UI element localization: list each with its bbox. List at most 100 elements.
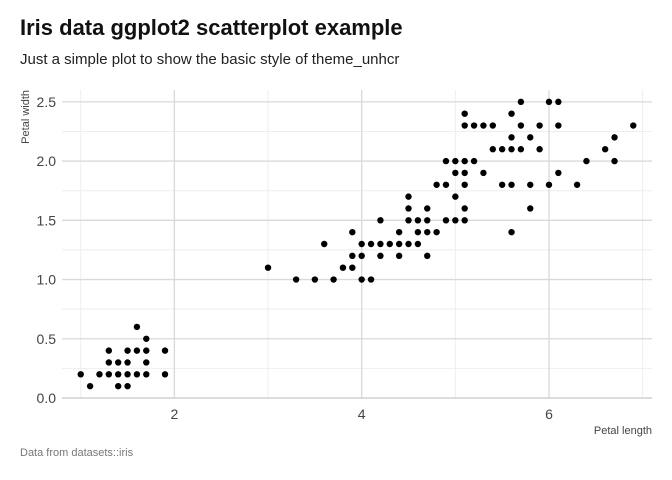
data-point bbox=[414, 240, 422, 248]
data-point bbox=[133, 347, 141, 354]
y-tick-labels: 0.0 0.5 1.0 1.5 2.0 2.5 bbox=[37, 94, 57, 406]
data-point bbox=[264, 264, 272, 271]
data-point bbox=[461, 181, 468, 188]
data-point bbox=[143, 347, 150, 354]
data-point bbox=[452, 157, 459, 165]
data-point bbox=[367, 240, 375, 248]
data-point bbox=[545, 181, 553, 188]
data-point bbox=[442, 181, 450, 188]
data-point bbox=[461, 169, 468, 177]
data-point bbox=[480, 122, 487, 129]
data-point bbox=[583, 157, 590, 165]
data-point bbox=[349, 252, 356, 260]
data-point bbox=[133, 323, 141, 331]
x-axis-title: Petal length bbox=[594, 425, 652, 437]
x-tick-label: 4 bbox=[358, 406, 366, 422]
data-point bbox=[377, 252, 384, 260]
data-point bbox=[630, 122, 637, 129]
data-point bbox=[414, 217, 422, 224]
data-point bbox=[358, 252, 365, 260]
x-tick-labels: 2 4 6 bbox=[170, 406, 553, 422]
data-point bbox=[161, 347, 169, 354]
y-tick-label: 2.5 bbox=[37, 94, 57, 110]
data-point bbox=[114, 359, 122, 366]
data-point bbox=[86, 382, 94, 390]
data-point bbox=[536, 122, 543, 129]
data-point bbox=[311, 276, 319, 283]
scatter-plot: 2 4 6 0.0 0.5 1.0 1.5 2.0 2.5 Petal length Peta… bbox=[20, 90, 652, 437]
data-point bbox=[601, 146, 609, 153]
data-point bbox=[461, 110, 468, 117]
data-point bbox=[461, 157, 468, 165]
data-point bbox=[124, 359, 131, 366]
data-point bbox=[611, 157, 618, 165]
y-tick-label: 0.0 bbox=[37, 390, 57, 406]
data-point bbox=[386, 240, 393, 248]
data-point bbox=[405, 205, 412, 212]
data-point bbox=[498, 181, 506, 188]
data-point bbox=[545, 98, 553, 106]
data-point bbox=[442, 157, 450, 165]
data-point bbox=[508, 228, 515, 236]
data-point bbox=[339, 264, 347, 271]
data-point bbox=[470, 157, 478, 165]
data-point bbox=[433, 181, 440, 188]
data-point bbox=[349, 264, 356, 271]
data-point bbox=[124, 371, 131, 378]
data-point bbox=[133, 371, 141, 378]
data-point bbox=[424, 217, 431, 224]
data-point bbox=[452, 217, 459, 224]
data-point bbox=[424, 252, 431, 260]
data-point bbox=[349, 228, 356, 236]
data-point bbox=[377, 240, 384, 248]
data-point bbox=[508, 110, 515, 117]
chart-caption: Data from datasets::iris bbox=[20, 447, 134, 459]
y-tick-label: 2.0 bbox=[37, 153, 57, 169]
data-point bbox=[517, 98, 525, 106]
data-point bbox=[527, 134, 534, 141]
data-point bbox=[517, 146, 525, 153]
data-point bbox=[395, 240, 403, 248]
data-points bbox=[77, 98, 637, 390]
data-point bbox=[527, 181, 534, 188]
data-point bbox=[517, 122, 525, 129]
data-point bbox=[124, 382, 131, 390]
data-point bbox=[452, 193, 459, 200]
data-point bbox=[508, 181, 515, 188]
data-point bbox=[96, 371, 103, 378]
data-point bbox=[105, 347, 113, 354]
data-point bbox=[461, 217, 468, 224]
data-point bbox=[489, 122, 496, 129]
data-point bbox=[367, 276, 375, 283]
data-point bbox=[498, 146, 506, 153]
data-point bbox=[611, 134, 618, 141]
data-point bbox=[395, 252, 403, 260]
data-point bbox=[77, 371, 84, 378]
data-point bbox=[405, 193, 412, 200]
chart-title: Iris data ggplot2 scatterplot example bbox=[20, 15, 403, 40]
data-point bbox=[405, 217, 412, 224]
data-point bbox=[536, 146, 543, 153]
data-point bbox=[143, 371, 150, 378]
data-point bbox=[114, 382, 122, 390]
y-tick-label: 1.5 bbox=[37, 212, 57, 228]
data-point bbox=[377, 217, 384, 224]
data-point bbox=[489, 146, 496, 153]
data-point bbox=[424, 228, 431, 236]
data-point bbox=[414, 228, 422, 236]
data-point bbox=[452, 169, 459, 177]
data-point bbox=[358, 276, 365, 283]
x-tick-label: 6 bbox=[545, 406, 553, 422]
data-point bbox=[161, 371, 169, 378]
data-point bbox=[143, 359, 150, 366]
data-point bbox=[461, 205, 468, 212]
data-point bbox=[555, 98, 562, 106]
data-point bbox=[124, 347, 131, 354]
major-gridlines bbox=[62, 90, 652, 399]
y-axis-title: Petal width bbox=[20, 90, 32, 144]
data-point bbox=[330, 276, 337, 283]
data-point bbox=[405, 240, 412, 248]
data-point bbox=[527, 205, 534, 212]
y-tick-label: 0.5 bbox=[37, 331, 57, 347]
data-point bbox=[321, 240, 328, 248]
